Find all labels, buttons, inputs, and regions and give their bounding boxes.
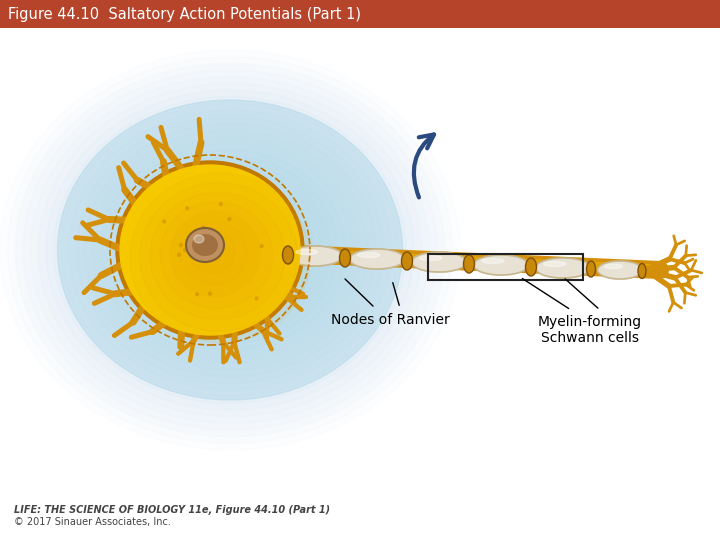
Ellipse shape [220, 202, 222, 206]
Ellipse shape [107, 143, 353, 356]
Ellipse shape [534, 257, 592, 279]
Ellipse shape [196, 293, 199, 296]
Ellipse shape [287, 245, 343, 267]
Ellipse shape [200, 240, 222, 261]
Ellipse shape [215, 237, 246, 264]
Ellipse shape [474, 255, 528, 275]
Ellipse shape [180, 221, 248, 285]
Text: © 2017 Sinauer Associates, Inc.: © 2017 Sinauer Associates, Inc. [14, 517, 171, 527]
Ellipse shape [153, 184, 307, 316]
FancyBboxPatch shape [0, 0, 720, 28]
Ellipse shape [178, 253, 181, 256]
Ellipse shape [168, 197, 292, 303]
Ellipse shape [150, 192, 285, 320]
Ellipse shape [536, 258, 590, 278]
Ellipse shape [69, 110, 391, 390]
Text: Figure 44.10  Saltatory Action Potentials (Part 1): Figure 44.10 Saltatory Action Potentials… [8, 6, 361, 22]
Ellipse shape [260, 245, 263, 247]
Ellipse shape [402, 252, 413, 270]
Ellipse shape [340, 249, 351, 267]
Ellipse shape [186, 228, 224, 262]
Ellipse shape [544, 261, 566, 267]
Ellipse shape [348, 248, 405, 270]
Ellipse shape [61, 103, 399, 397]
Text: Nodes of Ranvier: Nodes of Ranvier [330, 313, 449, 327]
Ellipse shape [358, 253, 379, 258]
Ellipse shape [76, 117, 383, 383]
Ellipse shape [190, 231, 235, 273]
Ellipse shape [138, 170, 322, 330]
Ellipse shape [464, 255, 474, 273]
Ellipse shape [202, 226, 205, 229]
Ellipse shape [587, 261, 595, 277]
Ellipse shape [116, 161, 304, 339]
Ellipse shape [207, 230, 253, 270]
Ellipse shape [192, 217, 269, 284]
Ellipse shape [228, 218, 231, 220]
Ellipse shape [145, 177, 315, 323]
Ellipse shape [120, 165, 300, 335]
Ellipse shape [349, 249, 405, 269]
Text: Myelin-forming
Schwann cells: Myelin-forming Schwann cells [538, 315, 642, 345]
Ellipse shape [420, 255, 442, 260]
Ellipse shape [410, 251, 467, 273]
Ellipse shape [192, 234, 218, 256]
Ellipse shape [92, 130, 368, 370]
Ellipse shape [482, 259, 504, 264]
Ellipse shape [596, 260, 644, 280]
Ellipse shape [194, 235, 204, 243]
Ellipse shape [140, 183, 297, 332]
Ellipse shape [163, 220, 166, 223]
Ellipse shape [222, 244, 238, 256]
Ellipse shape [186, 207, 189, 210]
Ellipse shape [179, 244, 182, 247]
FancyArrowPatch shape [414, 134, 434, 198]
Ellipse shape [160, 202, 272, 308]
Ellipse shape [526, 258, 536, 276]
Ellipse shape [638, 264, 646, 279]
Ellipse shape [199, 224, 261, 276]
Ellipse shape [176, 204, 284, 296]
Ellipse shape [99, 137, 360, 363]
Ellipse shape [472, 254, 529, 276]
Ellipse shape [115, 150, 345, 350]
Ellipse shape [161, 190, 299, 310]
Ellipse shape [122, 157, 338, 343]
Ellipse shape [296, 249, 318, 254]
Ellipse shape [170, 212, 260, 296]
Ellipse shape [84, 123, 376, 377]
Ellipse shape [598, 261, 642, 279]
Ellipse shape [130, 173, 310, 343]
Text: LIFE: THE SCIENCE OF BIOLOGY 11e, Figure 44.10 (Part 1): LIFE: THE SCIENCE OF BIOLOGY 11e, Figure… [14, 505, 330, 515]
Ellipse shape [58, 100, 402, 400]
Ellipse shape [282, 246, 294, 264]
Ellipse shape [184, 210, 276, 290]
Ellipse shape [287, 246, 343, 266]
Ellipse shape [130, 163, 330, 336]
Ellipse shape [412, 252, 467, 272]
Ellipse shape [255, 297, 258, 300]
Bar [428, 254, 583, 280]
Ellipse shape [209, 292, 212, 295]
Ellipse shape [184, 248, 186, 252]
Ellipse shape [604, 264, 622, 268]
